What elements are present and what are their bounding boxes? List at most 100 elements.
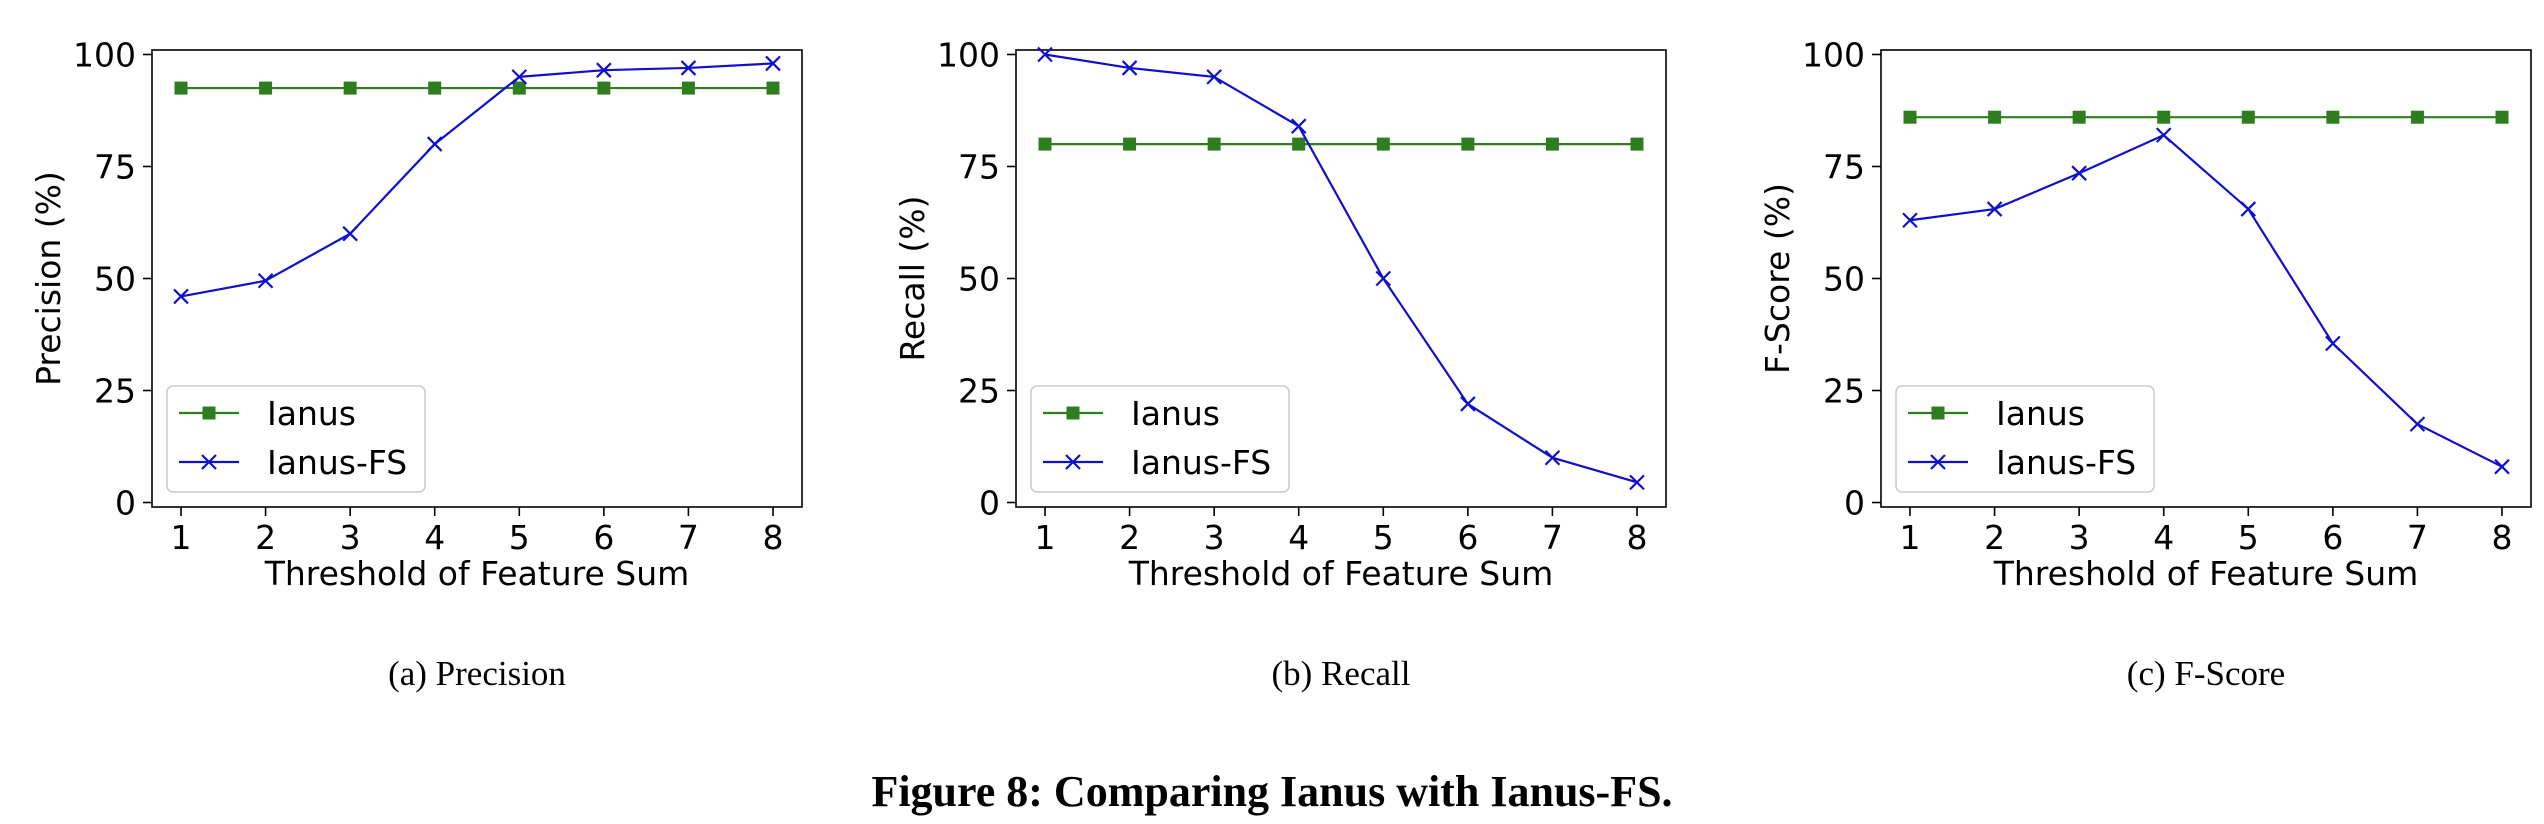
chart-panel-3: 1 2 3 4 5 6 7 8 0 25 50 75 100 Threshold of Feature S… bbox=[1758, 35, 2532, 693]
legend-marker bbox=[1931, 406, 1945, 420]
x-tick-label: 2 bbox=[1119, 518, 1140, 557]
x-tick-label: 3 bbox=[1204, 518, 1225, 557]
data-point bbox=[1545, 137, 1559, 151]
legend-marker bbox=[201, 454, 217, 470]
data-point bbox=[1544, 449, 1561, 466]
legend-label: Ianus bbox=[1996, 394, 2085, 433]
data-point bbox=[596, 62, 612, 78]
x-tick-label: 8 bbox=[763, 518, 784, 557]
data-point bbox=[426, 136, 443, 152]
x-tick-label: 2 bbox=[255, 518, 276, 557]
x-tick-label: 7 bbox=[1542, 518, 1563, 557]
x-tick-label: 4 bbox=[2153, 518, 2174, 557]
data-point bbox=[681, 81, 695, 95]
x-tick-label: 4 bbox=[424, 518, 445, 557]
x-tick-label: 4 bbox=[1288, 518, 1309, 557]
series-line-ianus-fs bbox=[180, 62, 774, 298]
legend: Ianus Ianus-FS bbox=[1895, 385, 2155, 493]
data-point bbox=[2409, 416, 2426, 432]
data-point bbox=[343, 81, 357, 95]
data-point bbox=[1038, 137, 1052, 151]
data-point bbox=[2157, 110, 2171, 124]
data-point bbox=[1037, 46, 1053, 63]
legend-marker bbox=[1065, 454, 1081, 470]
data-point bbox=[2325, 335, 2341, 352]
chart-panel-1: 1 2 3 4 5 6 7 8 0 25 50 75 100 Threshold of Feature S… bbox=[29, 35, 803, 693]
x-tick-label: 8 bbox=[2492, 518, 2513, 557]
x-tick-label: 2 bbox=[1984, 518, 2005, 557]
data-point bbox=[259, 81, 273, 95]
legend-label: Ianus-FS bbox=[1131, 443, 1271, 482]
x-tick-label: 6 bbox=[2322, 518, 2343, 557]
x-tick-label: 1 bbox=[1900, 518, 1921, 557]
y-axis-label: F-Score (%) bbox=[1758, 183, 1797, 374]
x-axis-label: Threshold of Feature Sum bbox=[1993, 554, 2419, 593]
y-tick-label: 75 bbox=[1823, 147, 1865, 186]
data-point bbox=[2071, 165, 2087, 181]
data-point bbox=[1290, 118, 1307, 134]
series-line-ianus-fs bbox=[1909, 133, 2503, 468]
data-point bbox=[1292, 137, 1306, 151]
legend-label: Ianus-FS bbox=[1996, 443, 2136, 482]
data-point bbox=[2495, 110, 2509, 124]
x-axis-label: Threshold of Feature Sum bbox=[1128, 554, 1554, 593]
data-point bbox=[1123, 137, 1137, 151]
data-point bbox=[1629, 474, 1645, 491]
data-point bbox=[597, 81, 611, 95]
data-point bbox=[1988, 110, 2002, 124]
data-point bbox=[1903, 110, 1917, 124]
data-point bbox=[2072, 110, 2086, 124]
data-point bbox=[1630, 137, 1644, 151]
x-tick-label: 7 bbox=[678, 518, 699, 557]
data-point bbox=[2240, 201, 2257, 217]
y-tick-label: 100 bbox=[1802, 35, 1865, 74]
data-point bbox=[428, 81, 442, 95]
y-tick-label: 25 bbox=[958, 372, 1000, 411]
legend-marker bbox=[1930, 454, 1946, 470]
figure-caption: Figure 8: Comparing Ianus with Ianus-FS. bbox=[871, 767, 1672, 816]
x-tick-label: 7 bbox=[2407, 518, 2428, 557]
data-point bbox=[512, 81, 526, 95]
y-tick-label: 25 bbox=[94, 372, 136, 411]
data-point bbox=[766, 81, 780, 95]
data-point bbox=[342, 225, 358, 242]
legend: Ianus Ianus-FS bbox=[166, 385, 426, 493]
legend-label: Ianus bbox=[1131, 394, 1220, 433]
y-tick-label: 0 bbox=[979, 484, 1000, 523]
series-line-ianus-fs bbox=[1044, 53, 1638, 484]
y-tick-label: 25 bbox=[1823, 372, 1865, 411]
x-tick-label: 5 bbox=[509, 518, 530, 557]
data-point bbox=[257, 272, 274, 289]
subcaption: (a) Precision bbox=[388, 654, 566, 693]
y-tick-label: 50 bbox=[94, 260, 136, 299]
data-point bbox=[511, 69, 528, 85]
legend-marker bbox=[202, 406, 216, 420]
y-tick-label: 75 bbox=[94, 147, 136, 186]
y-tick-label: 75 bbox=[958, 147, 1000, 186]
y-tick-label: 50 bbox=[1823, 260, 1865, 299]
data-point bbox=[1986, 201, 2003, 217]
subcaption: (c) F-Score bbox=[2127, 654, 2285, 693]
data-point bbox=[1902, 212, 1918, 229]
data-point bbox=[1121, 60, 1138, 76]
x-tick-label: 5 bbox=[1373, 518, 1394, 557]
legend-marker bbox=[1066, 406, 1080, 420]
x-tick-label: 5 bbox=[2238, 518, 2259, 557]
legend: Ianus Ianus-FS bbox=[1030, 385, 1290, 493]
data-point bbox=[2410, 110, 2424, 124]
data-point bbox=[1376, 137, 1390, 151]
data-point bbox=[2155, 127, 2172, 143]
data-point bbox=[2494, 458, 2510, 475]
x-tick-label: 3 bbox=[340, 518, 361, 557]
subcaption: (b) Recall bbox=[1272, 654, 1411, 693]
x-tick-label: 1 bbox=[171, 518, 192, 557]
y-tick-label: 50 bbox=[958, 260, 1000, 299]
x-tick-label: 3 bbox=[2069, 518, 2090, 557]
y-tick-label: 100 bbox=[937, 35, 1000, 74]
data-point bbox=[2326, 110, 2340, 124]
legend-label: Ianus bbox=[267, 394, 356, 433]
x-axis-label: Threshold of Feature Sum bbox=[264, 554, 690, 593]
y-axis-label: Precision (%) bbox=[29, 171, 68, 386]
data-point bbox=[173, 288, 189, 305]
